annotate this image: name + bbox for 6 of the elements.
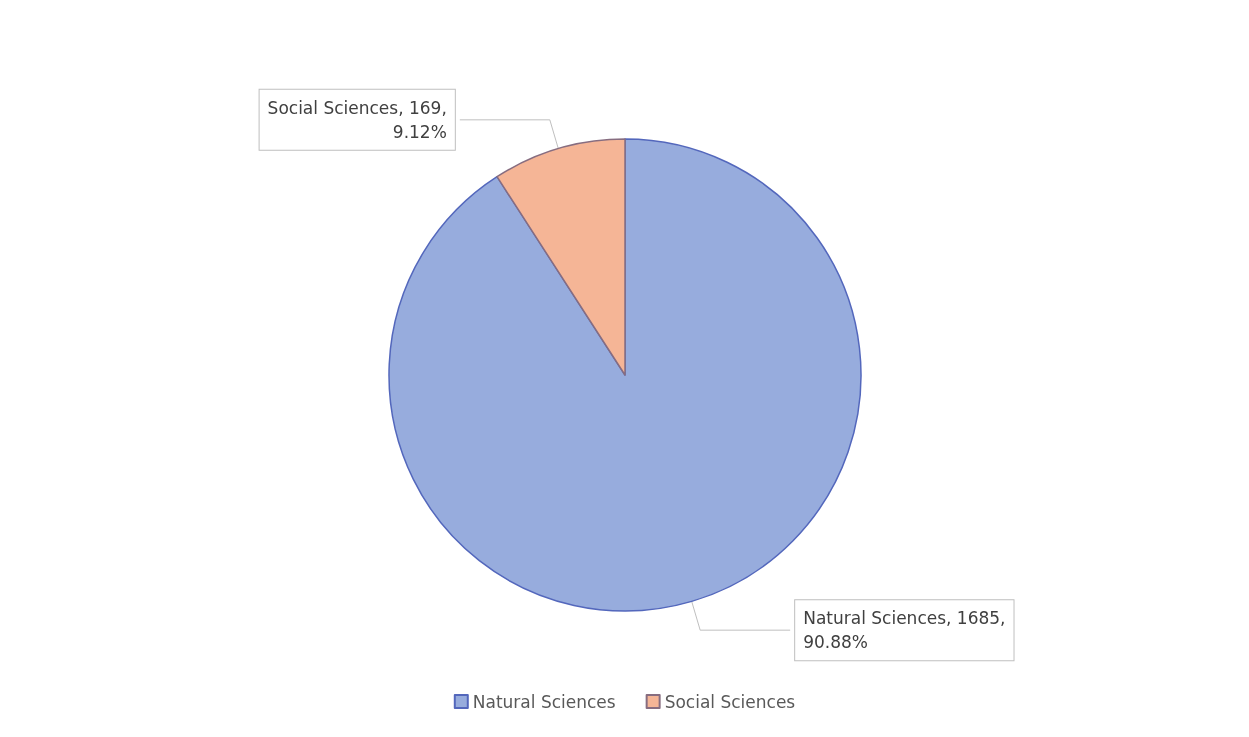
text: 90.88% bbox=[803, 632, 868, 653]
legend-label: Social Sciences bbox=[664, 691, 796, 712]
legend-label: Natural Sciences bbox=[472, 691, 616, 712]
text: 9.12% bbox=[392, 121, 447, 142]
category-label: Social Sciences, 169, bbox=[267, 97, 447, 118]
category-label: Natural Sciences, 1685, bbox=[803, 608, 1006, 629]
